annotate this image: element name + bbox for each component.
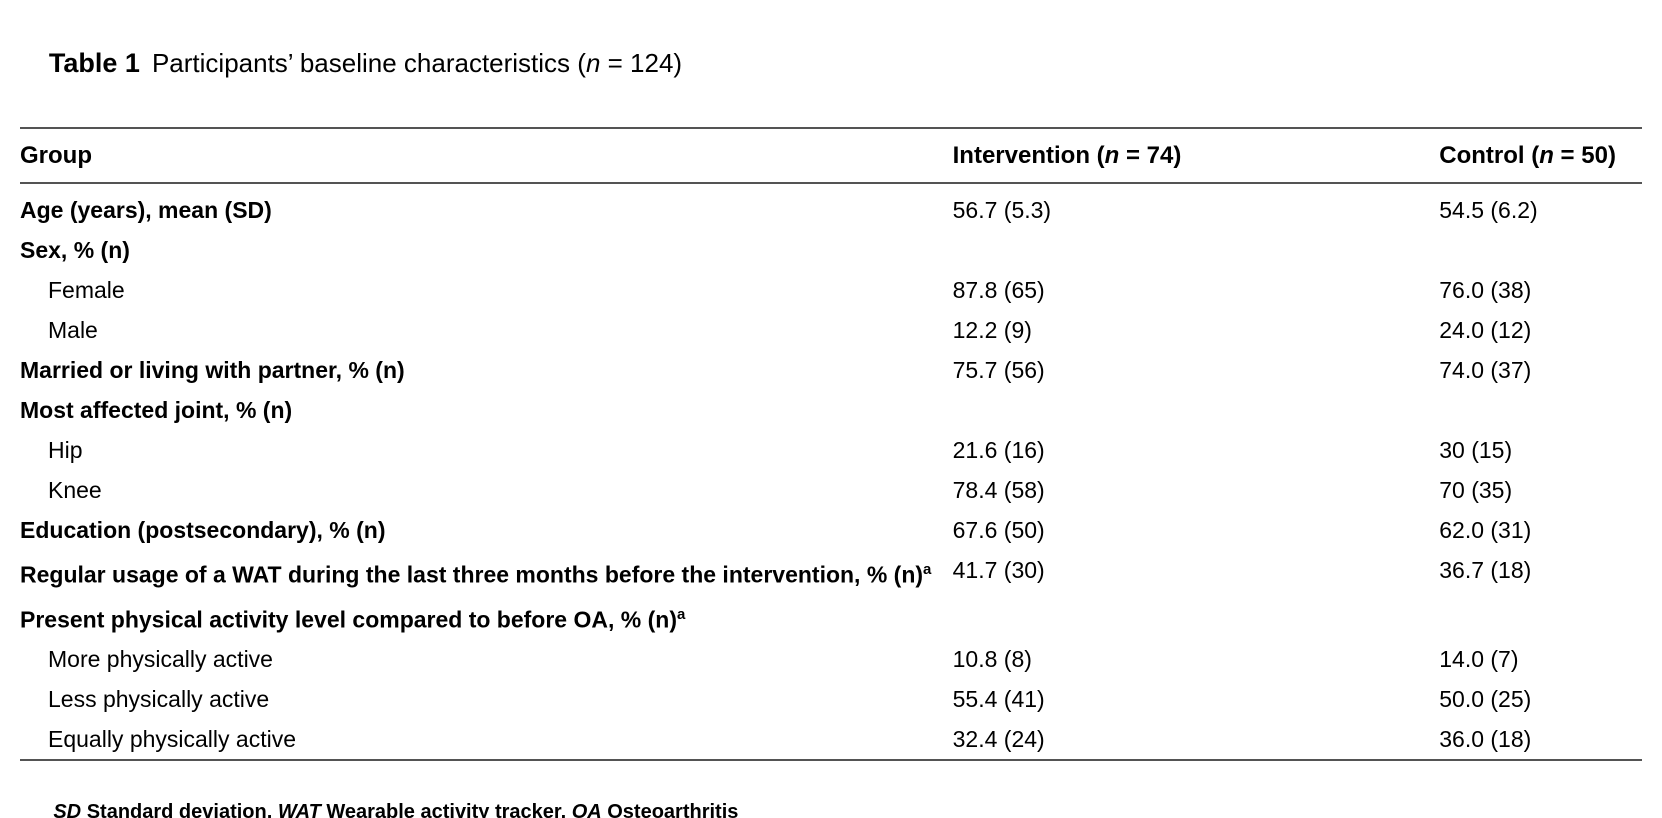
cell-intervention: 41.7 (30) [952,557,1045,583]
table-row: Female 87.8 (65) 76.0 (38) [20,270,1642,310]
row-label: Equally physically active [48,726,297,753]
row-label: Male [48,317,98,343]
caption-end: = 124) [600,48,683,78]
abbr-sd: SD [53,801,82,818]
row-label: More physically active [48,646,273,673]
table-row: Present physical activity level compared… [20,595,1642,640]
row-label: Present physical activity level compared… [20,605,686,633]
cell-intervention: 87.8 (65) [952,277,1045,303]
abbr-oa: OA [571,801,602,818]
cell-control: 74.0 (37) [1439,357,1532,383]
cell-control: 30 (15) [1439,437,1513,463]
table-row: Hip 21.6 (16) 30 (15) [20,430,1642,470]
table-row: Less physically active 55.4 (41) 50.0 (2… [20,679,1642,719]
column-header-intervention: Intervention (n = 74) [952,142,1182,169]
cell-control: 24.0 (12) [1439,317,1532,343]
cell-control [1439,390,1642,430]
cell-intervention: 21.6 (16) [952,437,1045,463]
caption-n-variable: n [585,48,601,78]
table-row: Education (postsecondary), % (n) 67.6 (5… [20,510,1642,550]
cell-intervention: 75.7 (56) [952,357,1045,383]
footnote-marker: a [676,605,686,623]
table-row: More physically active 10.8 (8) 14.0 (7) [20,639,1642,679]
header-row: Group Intervention (n = 74) Control (n =… [20,128,1642,183]
table-row: Age (years), mean (SD) 56.7 (5.3) 54.5 (… [20,183,1642,230]
row-label: Female [48,277,125,303]
column-header-control: Control (n = 50) [1439,142,1616,169]
cell-intervention [953,390,1440,430]
cell-control [1439,230,1642,270]
table-number: Table 1 [48,48,140,78]
baseline-characteristics-table: Group Intervention (n = 74) Control (n =… [20,127,1642,761]
table-row: Married or living with partner, % (n) 75… [20,350,1642,390]
row-label: Less physically active [48,686,270,713]
row-label: Married or living with partner, % (n) [20,357,405,383]
cell-intervention: 78.4 (58) [952,477,1045,503]
table-row: Male 12.2 (9) 24.0 (12) [20,310,1642,350]
cell-control: 36.7 (18) [1439,557,1532,583]
table-row: Knee 78.4 (58) 70 (35) [20,470,1642,510]
cell-intervention [953,230,1440,270]
cell-control: 54.5 (6.2) [1439,197,1538,223]
cell-intervention: 56.7 (5.3) [952,197,1052,223]
footnote-abbreviations: SD Standard deviation, WAT Wearable acti… [20,776,1642,818]
row-label: Regular usage of a WAT during the last t… [20,561,932,588]
cell-control: 76.0 (38) [1439,277,1532,303]
cell-intervention: 55.4 (41) [952,686,1045,713]
table-caption: Participants’ baseline characteristics ( [151,48,586,78]
row-label: Most affected joint, % (n) [20,397,293,423]
cell-intervention: 32.4 (24) [952,726,1045,753]
table-title: Table 1 Participants’ baseline characteri… [20,12,1642,114]
cell-control [1439,595,1642,640]
footnote-marker: a [923,561,932,578]
cell-intervention: 67.6 (50) [952,517,1045,543]
row-label: Education (postsecondary), % (n) [20,517,386,543]
row-label: Hip [48,437,83,463]
cell-control: 36.0 (18) [1439,726,1532,753]
table-row: Sex, % (n) [20,230,1642,270]
abbr-wat: WAT [277,801,321,818]
column-header-group: Group [20,142,92,169]
table-row: Most affected joint, % (n) [20,390,1642,430]
cell-intervention: 12.2 (9) [952,317,1032,343]
cell-control: 14.0 (7) [1439,646,1519,673]
cell-intervention [953,595,1440,640]
cell-control: 62.0 (31) [1439,517,1532,543]
cell-control: 50.0 (25) [1439,686,1532,713]
table-footnotes: SD Standard deviation, WAT Wearable acti… [20,776,1642,818]
row-label: Age (years), mean (SD) [20,197,272,223]
table-row: Equally physically active 32.4 (24) 36.0… [20,719,1642,760]
row-label: Sex, % (n) [20,237,130,263]
cell-intervention: 10.8 (8) [952,646,1032,673]
row-label: Knee [48,477,102,503]
table-row: Regular usage of a WAT during the last t… [20,550,1642,595]
cell-control: 70 (35) [1439,477,1513,503]
